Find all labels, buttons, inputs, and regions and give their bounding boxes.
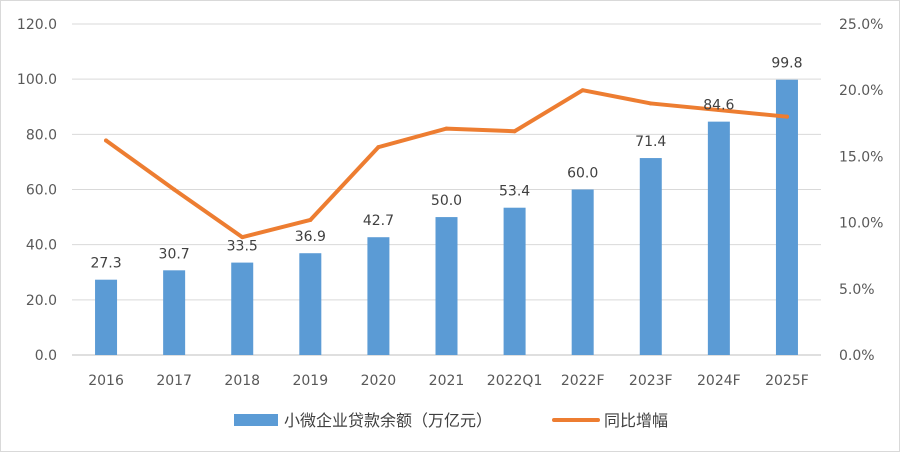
line-point <box>444 126 449 131</box>
y-tick-label: 40.0 <box>26 238 57 254</box>
line-point <box>784 114 789 119</box>
y-tick-label: 60.0 <box>26 183 57 199</box>
bar-data-label: 50.0 <box>431 193 462 209</box>
x-tick-label: 2018 <box>224 373 260 389</box>
line-point <box>308 217 313 222</box>
x-tick-label: 2020 <box>361 373 397 389</box>
x-tick-label: 2017 <box>156 373 192 389</box>
y2-tick-label: 15.0% <box>839 149 883 165</box>
bar <box>367 237 390 355</box>
bar-series <box>95 79 798 356</box>
y2-tick-label: 0.0% <box>839 348 875 364</box>
legend: 小微企业贷款余额（万亿元） 同比增幅 <box>234 411 668 430</box>
bar <box>503 207 526 355</box>
line-point <box>716 108 721 113</box>
line-point <box>512 129 517 134</box>
x-tick-label: 2016 <box>88 373 124 389</box>
line-point <box>240 235 245 240</box>
x-tick-label: 2019 <box>292 373 328 389</box>
y-tick-label: 100.0 <box>17 72 57 88</box>
x-tick-label: 2021 <box>429 373 465 389</box>
bar-data-label: 36.9 <box>295 229 326 245</box>
bar-data-label: 84.6 <box>703 98 734 114</box>
bar <box>95 279 118 355</box>
bar-data-label: 33.5 <box>227 239 258 255</box>
y2-tick-label: 5.0% <box>839 282 875 298</box>
bar <box>571 189 594 355</box>
line-point <box>648 101 653 106</box>
bar-data-label: 30.7 <box>159 246 190 262</box>
y-tick-label: 120.0 <box>17 17 57 33</box>
bar <box>775 79 798 356</box>
x-tick-label: 2024F <box>697 373 741 389</box>
line-point <box>104 138 109 143</box>
legend-swatch-bar <box>234 414 278 426</box>
y-tick-label: 20.0 <box>26 293 57 309</box>
legend-item-line: 同比增幅 <box>552 411 668 430</box>
x-tick-label: 2022Q1 <box>487 373 543 389</box>
x-tick-label: 2022F <box>561 373 605 389</box>
bar-data-label: 71.4 <box>635 134 666 150</box>
growth-line <box>104 88 789 240</box>
line-point <box>376 145 381 150</box>
data-labels: 27.3 30.7 33.5 36.9 42.7 50.0 53.4 60.0 71.4 84.6… <box>90 56 802 272</box>
bar-data-label: 60.0 <box>567 166 598 182</box>
legend-label-line: 同比增幅 <box>604 411 668 430</box>
bar <box>435 217 458 355</box>
legend-item-bar: 小微企业贷款余额（万亿元） <box>234 411 492 430</box>
bar-data-label: 53.4 <box>499 184 530 200</box>
x-tick-label: 2025F <box>765 373 809 389</box>
bar-data-label: 99.8 <box>771 56 802 72</box>
bar <box>639 158 662 355</box>
line-series <box>104 88 789 240</box>
y-tick-label: 80.0 <box>26 127 57 143</box>
x-tick-label: 2023F <box>629 373 673 389</box>
bar <box>707 121 730 356</box>
y-axis-left: 0.0 20.0 40.0 60.0 80.0 100.0 120.0 <box>17 17 57 364</box>
legend-label-bar: 小微企业贷款余额（万亿元） <box>284 411 492 430</box>
bar <box>231 262 254 355</box>
y2-tick-label: 10.0% <box>839 216 883 232</box>
bar-data-label: 27.3 <box>90 256 121 272</box>
bar <box>163 270 186 355</box>
x-axis: 2016 2017 2018 2019 2020 2021 2022Q1 2022F 2023F… <box>88 373 809 389</box>
bar-data-label: 42.7 <box>363 213 394 229</box>
y-axis-right: 0.0% 5.0% 10.0% 15.0% 20.0% 25.0% <box>839 17 883 364</box>
line-point <box>172 187 177 192</box>
y2-tick-label: 20.0% <box>839 83 883 99</box>
bar <box>299 253 322 355</box>
line-point <box>580 88 585 93</box>
y2-tick-label: 25.0% <box>839 17 883 33</box>
y-tick-label: 0.0 <box>35 348 57 364</box>
